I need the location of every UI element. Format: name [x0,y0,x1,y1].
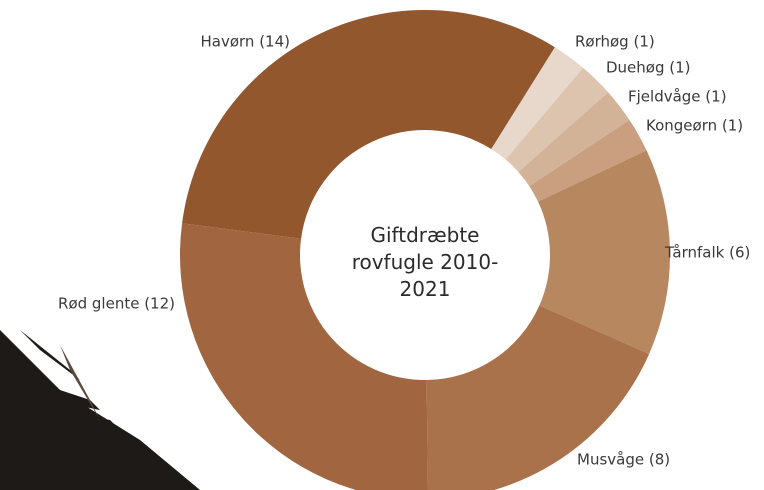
slice-label: Rød glente (12) [58,295,175,313]
slice-label: Havørn (14) [201,33,291,51]
chart-title: Giftdræbte rovfugle 2010-2021 [351,223,499,301]
donut-slice [518,92,630,187]
wing-decoration [0,330,200,490]
slice-label: Fjeldvåge (1) [628,88,727,106]
slice-label: Tårnfalk (6) [664,244,750,262]
slice-label: Musvåge (8) [577,451,670,469]
slice-label: Duehøg (1) [606,59,691,77]
donut-slice [529,119,647,202]
donut-slice [426,305,650,490]
donut-slice [538,150,670,354]
slice-label: Kongeørn (1) [646,117,743,135]
donut-slice [180,223,428,490]
slice-label: Rørhøg (1) [575,33,655,51]
donut-slice [182,10,555,239]
donut-slice [505,67,609,172]
donut-slice [491,47,584,160]
